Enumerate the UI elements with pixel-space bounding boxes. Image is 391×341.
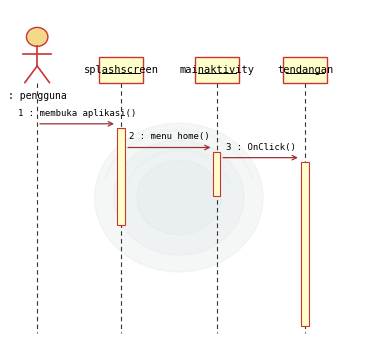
Text: 3 : OnClick(): 3 : OnClick(): [226, 143, 296, 151]
Text: mainaktivity: mainaktivity: [180, 65, 255, 75]
Bar: [117, 128, 125, 225]
Bar: [99, 57, 143, 83]
Circle shape: [27, 27, 48, 46]
Text: 1 : membuka aplikasi(): 1 : membuka aplikasi(): [18, 109, 136, 118]
Text: splashscreen: splashscreen: [84, 65, 159, 75]
Text: tendangan: tendangan: [277, 65, 334, 75]
Text: : pengguna: : pengguna: [8, 91, 66, 101]
Bar: [283, 57, 327, 83]
Bar: [213, 152, 220, 196]
Circle shape: [114, 140, 244, 255]
Circle shape: [137, 160, 221, 235]
Text: 2 : menu home(): 2 : menu home(): [129, 132, 210, 142]
Bar: [301, 162, 309, 326]
Circle shape: [95, 123, 263, 272]
Bar: [195, 57, 239, 83]
